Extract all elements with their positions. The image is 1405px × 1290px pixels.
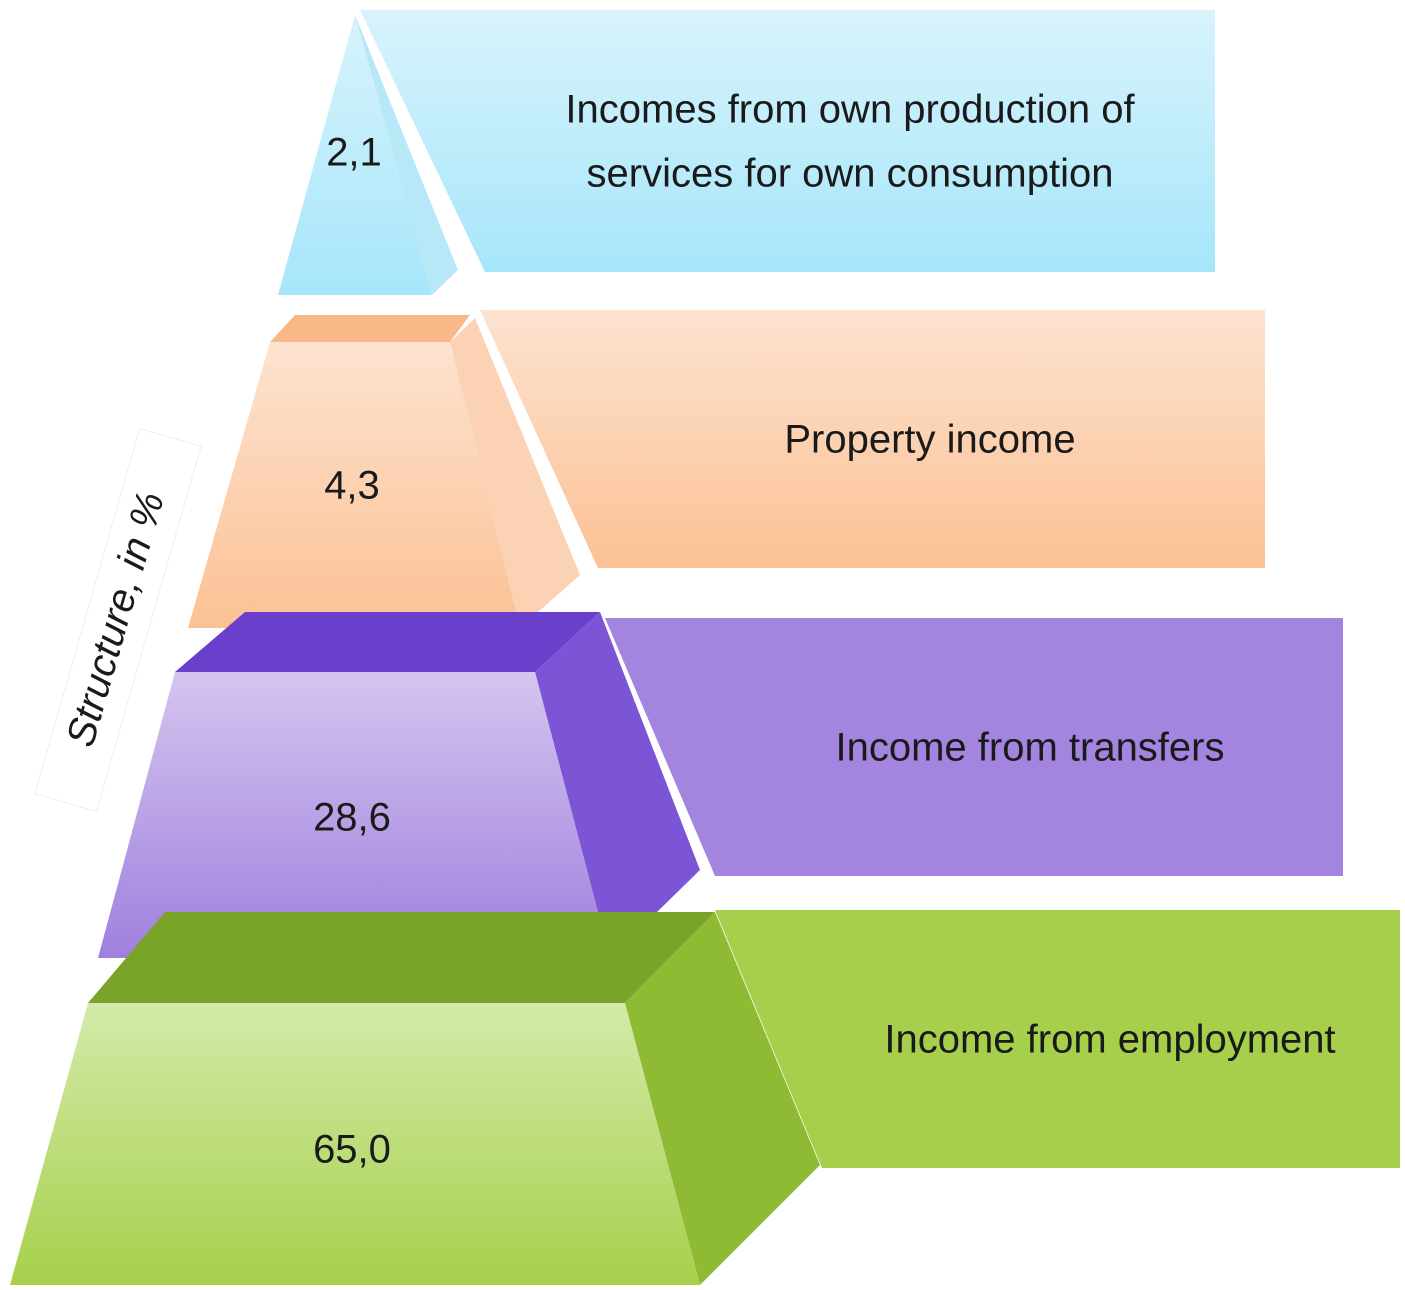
layer-label: Income from transfers [835,726,1224,770]
layer-value: 2,1 [326,131,382,175]
layer-side [450,318,580,628]
layer-label: services for own consumption [587,152,1114,196]
layer-value: 28,6 [313,796,391,840]
layer-label: Property income [784,418,1075,462]
layer-top [270,315,470,342]
label-box [715,910,1400,1168]
layer-label: Incomes from own production of [565,88,1135,132]
layer-top [88,912,715,1003]
layer-value: 4,3 [324,464,380,508]
label-box [480,310,1265,568]
layer-label: Income from employment [884,1018,1335,1062]
layer-side [535,612,700,958]
label-box [360,10,1215,272]
layer-top [175,612,600,672]
layer-side [355,15,458,295]
layer-front [98,672,610,958]
axis-label-box [34,427,202,813]
layer-value: 65,0 [313,1128,391,1172]
layer-front [188,342,520,628]
layer-front [10,1003,700,1285]
layer-front [278,15,432,295]
label-box [605,618,1343,876]
layer-side [625,912,820,1285]
